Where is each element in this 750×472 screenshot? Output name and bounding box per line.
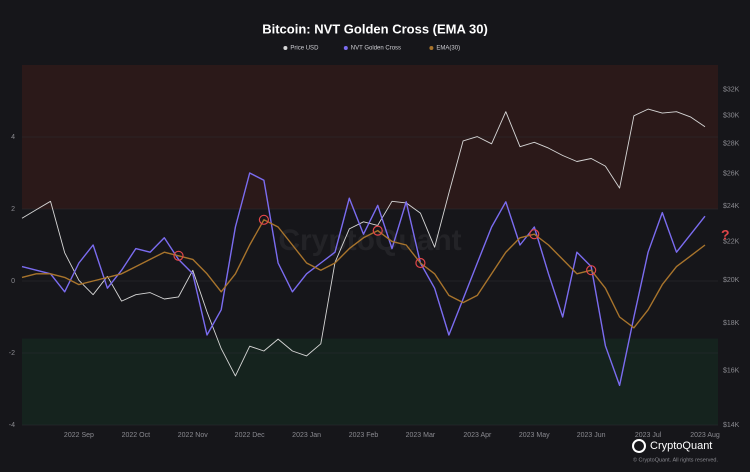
x-tick-label: 2023 Jul bbox=[635, 432, 662, 439]
lines bbox=[21, 108, 706, 387]
x-tick-label: 2023 Jun bbox=[577, 432, 606, 439]
y2-tick-label: $22K bbox=[723, 238, 740, 245]
y2-tick-label: $18K bbox=[723, 320, 740, 327]
y-tick-label: 4 bbox=[11, 134, 15, 141]
markers bbox=[173, 214, 597, 276]
grid bbox=[22, 136, 718, 426]
legend: Price USD NVT Golden Cross EMA(30) bbox=[283, 46, 460, 52]
x-tick-label: 2022 Nov bbox=[178, 432, 208, 439]
cross-marker bbox=[586, 265, 597, 276]
cross-marker bbox=[415, 257, 426, 269]
y2-tick-label: $24K bbox=[723, 203, 740, 210]
y2-tick-label: $14K bbox=[723, 422, 740, 429]
legend-label: Price USD bbox=[290, 46, 319, 52]
chart-title: Bitcoin: NVT Golden Cross (EMA 30) bbox=[262, 21, 488, 36]
cross-marker bbox=[372, 225, 383, 236]
y-tick-label: 0 bbox=[11, 278, 15, 285]
x-tick-label: 2023 Feb bbox=[349, 432, 379, 439]
y2-tick-label: $30K bbox=[723, 113, 740, 120]
x-tick-label: 2023 Mar bbox=[406, 432, 436, 439]
band bbox=[22, 338, 718, 425]
cross-marker bbox=[173, 250, 184, 261]
series-line bbox=[21, 108, 706, 377]
cross-marker bbox=[529, 229, 540, 240]
y2-tick-label: $28K bbox=[723, 141, 740, 148]
brand-logo bbox=[632, 439, 646, 453]
annotation: ? bbox=[721, 227, 730, 243]
y-tick-label: 2 bbox=[11, 206, 15, 213]
legend-label: EMA(30) bbox=[436, 46, 460, 52]
y2-tick-label: $20K bbox=[723, 277, 740, 284]
copyright: © CryptoQuant. All rights reserved. bbox=[633, 456, 719, 463]
axes: -4 -2 0 2 4 $14K $16K $18K $20K $22K $24K $26K $28K $… bbox=[9, 86, 740, 438]
y2-tick-label: $26K bbox=[723, 171, 740, 178]
x-tick-label: 2022 Dec bbox=[235, 432, 265, 439]
legend-swatch bbox=[343, 46, 348, 50]
x-tick-label: 2023 Jan bbox=[292, 432, 321, 439]
legend-swatch bbox=[429, 46, 434, 50]
x-tick-label: 2023 Apr bbox=[463, 432, 492, 439]
brand: CryptoQuant bbox=[650, 440, 712, 452]
y-tick-label: -2 bbox=[9, 350, 15, 357]
legend-swatch bbox=[283, 46, 288, 50]
x-tick-label: 2022 Sep bbox=[64, 432, 94, 439]
series-line bbox=[21, 219, 706, 329]
y2-tick-label: $16K bbox=[723, 368, 740, 375]
y-tick-label: -4 bbox=[9, 422, 15, 429]
cross-marker bbox=[258, 214, 269, 225]
x-tick-label: 2022 Oct bbox=[122, 432, 150, 439]
series-line bbox=[21, 172, 706, 387]
y2-tick-label: $32K bbox=[723, 86, 740, 93]
x-tick-label: 2023 May bbox=[519, 432, 550, 439]
x-tick-label: 2023 Aug bbox=[690, 432, 720, 439]
legend-label: NVT Golden Cross bbox=[351, 46, 401, 52]
watermark: CryptoQuant bbox=[278, 224, 461, 257]
